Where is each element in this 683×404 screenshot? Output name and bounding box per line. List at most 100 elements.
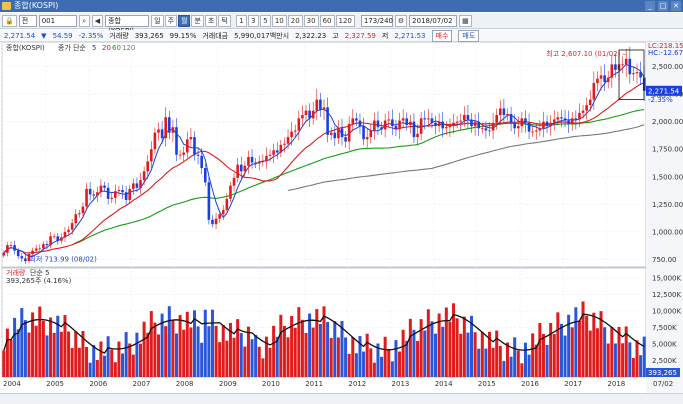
volume-bar [473,332,477,377]
interval-tab[interactable]: 60 [319,14,335,27]
volume-bar [581,301,585,377]
app-icon [2,2,11,10]
volume-bar [13,317,17,377]
candle-body [160,129,164,139]
code-input[interactable]: 001 [38,14,77,27]
candle-body [563,118,567,121]
volume-bar [588,330,592,377]
candle-body [20,256,24,259]
volume-bar [394,340,398,377]
search-icon[interactable]: ⌕ [78,14,90,27]
candle-body [257,161,261,164]
volume-bar [390,361,394,377]
period-tab[interactable]: 분 [191,14,204,27]
close-button[interactable]: ✕ [671,1,681,11]
candle-body [416,133,419,138]
volume-bar [196,326,200,377]
volume-bar [333,321,337,377]
period-tab[interactable]: 주 [164,14,178,27]
candle-body [409,121,412,125]
volume-bar [282,325,286,377]
volume-bar [358,336,362,377]
bottom-scrollbar[interactable] [0,393,683,404]
period-tab[interactable]: 초 [204,14,218,27]
ma-legend-period: 120 [122,44,135,52]
settings-icon[interactable]: ⚙ [394,14,408,27]
chart-area[interactable]: 2,500.002,250.002,000.001,750.001,500.00… [0,41,683,393]
date-field[interactable]: 2018/07/02 [409,14,458,27]
interval-tab[interactable]: 20 [287,14,303,27]
candle-body [139,180,142,188]
lock-icon[interactable]: 🔒 [2,14,17,27]
volume-bar [491,347,495,377]
candle-body [624,58,628,65]
price: 2,271.54 [4,31,36,40]
volume-bar [311,327,315,377]
candle-body [175,127,178,155]
volume-bar [207,326,211,377]
volume-bar [412,329,416,377]
candle-body [164,117,167,139]
buy-button[interactable]: 매수 [431,29,453,42]
price-y-tick: 2,000.00 [652,118,683,126]
x-tick-label: 2008 [176,380,194,388]
x-tick-label: 2014 [435,380,453,388]
interval-tab[interactable]: 10 [271,14,287,27]
volume-bar [401,329,405,377]
volume-bar [538,322,542,377]
volume-bar [210,309,214,377]
volume-bar [92,345,96,377]
prev-icon[interactable]: ◀ [91,14,104,27]
candle-body [545,121,549,127]
candle-body [200,155,203,168]
count-field[interactable]: 173/240 [360,14,393,27]
calendar-icon[interactable]: ▦ [459,14,472,27]
candle-body [391,119,394,127]
volume-bar [351,337,355,377]
interval-tab[interactable]: 1 [235,14,247,27]
volume-bar [300,319,304,377]
candle-body [531,131,534,133]
period-tab[interactable]: 틱 [218,14,231,27]
interval-tab[interactable]: 120 [335,14,355,27]
candle-body [283,143,286,145]
interval-tab[interactable]: 3 [247,14,259,27]
minimize-button[interactable]: _ [645,1,655,11]
volume-bar [452,303,456,377]
volume-bar [340,320,344,377]
candle-body [250,156,254,163]
x-tick-label: 2006 [89,380,107,388]
maximize-button[interactable]: □ [658,1,668,11]
candle-body [301,115,304,119]
candle-body [430,118,434,123]
x-tick-label: 2004 [3,380,21,388]
candle-body [128,188,132,200]
market-select[interactable]: 전 [18,14,37,27]
volume-bar [16,329,20,377]
candle-body [542,121,545,129]
period-tab[interactable]: 일 [151,14,164,27]
volume-bar [41,320,45,377]
volume-bar [372,362,376,377]
candle-body [236,164,239,178]
candle-body [178,154,182,156]
high-label: 고 [332,31,339,40]
volume-bar [459,333,463,377]
candle-body [103,185,106,188]
period-tab[interactable]: 월 [178,14,191,27]
volume-bar [106,336,110,377]
interval-tab[interactable]: 5 [259,14,271,27]
interval-tab[interactable]: 30 [303,14,319,27]
volume-bar [595,328,599,377]
volume-bar [117,341,121,377]
volume-bar [34,325,38,377]
chart-svg[interactable]: 2,500.002,250.002,000.001,750.001,500.00… [0,41,683,393]
candle-body [574,118,578,120]
volume-bar [531,333,535,377]
volume-bar [268,347,272,377]
volume-y-tick: 2,500K [652,357,677,365]
volume-bar [63,315,67,377]
volume-bar [434,333,438,377]
candle-body [45,244,49,246]
sell-button[interactable]: 매도 [458,29,480,42]
